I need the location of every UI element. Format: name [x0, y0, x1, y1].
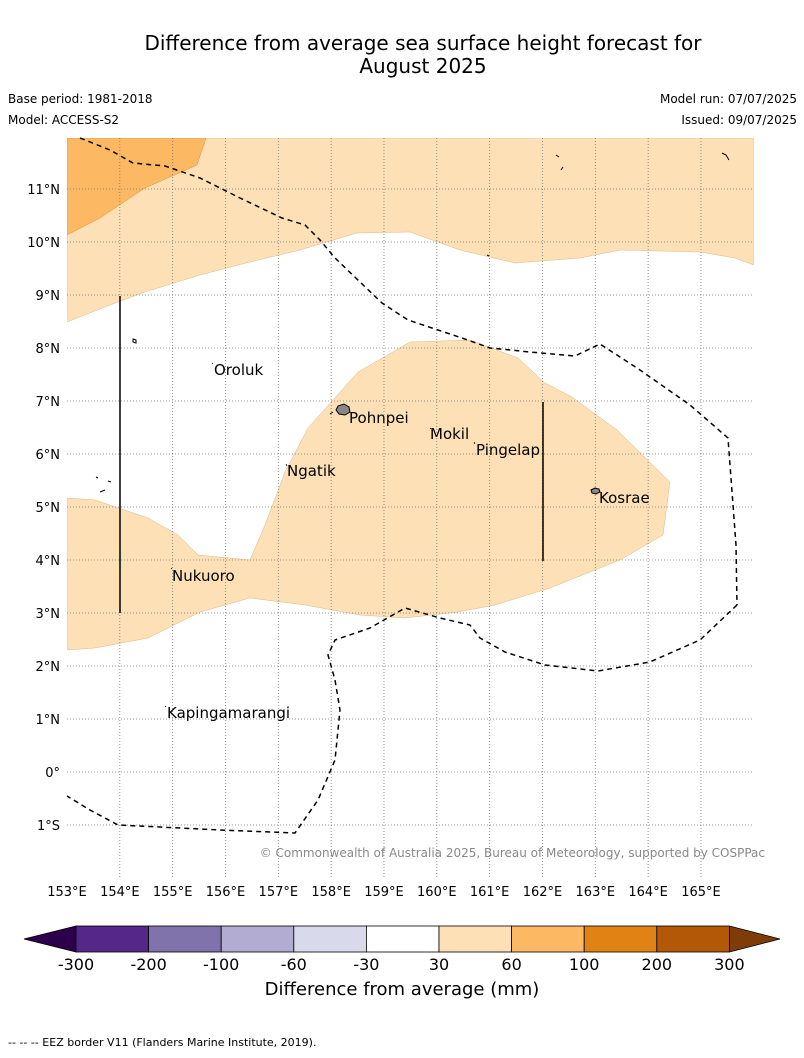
lon-tick-label: 153°E [47, 885, 87, 900]
colorbar-segment [75, 925, 149, 953]
lat-tick-label: 1°S [37, 819, 60, 834]
colorbar-tick-label: -100 [203, 955, 239, 974]
model-name: Model: ACCESS-S2 [8, 113, 120, 127]
title-line-2: August 2025 [359, 54, 487, 78]
lat-tick-label: 5°N [36, 501, 61, 516]
land-islet [555, 154, 564, 171]
lon-tick-label: 158°E [311, 885, 351, 900]
kosrae-island [590, 487, 601, 495]
issued-date: Issued: 09/07/2025 [681, 113, 797, 127]
title-line-1: Difference from average sea surface heig… [144, 31, 702, 55]
colorbar-tick-label: -200 [130, 955, 166, 974]
lat-tick-label: 1°N [36, 713, 61, 728]
islet [329, 254, 490, 415]
lat-tick-label: 3°N [36, 607, 61, 622]
colorbar-tick-label: 200 [642, 955, 673, 974]
colorbar-tick-label: 100 [569, 955, 600, 974]
place-label-oroluk: Oroluk [214, 361, 263, 379]
base-period: Base period: 1981-2018 [8, 92, 153, 106]
lon-tick-label: 165°E [681, 885, 721, 900]
lat-tick-label: 9°N [36, 289, 61, 304]
lon-tick-label: 162°E [523, 885, 563, 900]
colorbar-tick-label: -30 [353, 955, 379, 974]
map-area [67, 138, 754, 651]
lat-tick-label: 6°N [36, 448, 61, 463]
eez-borders [66, 137, 738, 834]
place-label-nukuoro: Nukuoro [172, 567, 235, 585]
place-label-mokil: Mokil [430, 425, 469, 443]
place-label-kapingamarangi: Kapingamarangi [167, 704, 290, 722]
colorbar-segment [293, 925, 367, 953]
colorbar-tick-label: -60 [281, 955, 307, 974]
colorbar-extend-low [23, 925, 77, 953]
lon-tick-label: 154°E [100, 885, 140, 900]
colorbar-tick-label: 30 [429, 955, 449, 974]
colorbar-segment [365, 925, 440, 953]
gridlines [67, 138, 754, 878]
place-label-pohnpei: Pohnpei [349, 409, 409, 427]
lon-tick-label: 161°E [470, 885, 510, 900]
colorbar-segment [511, 925, 585, 953]
colorbar-segment [148, 925, 222, 953]
longitude-labels: 153°E 154°E 155°E 156°E 157°E 158°E 159°E 160°E… [47, 885, 720, 900]
islands [95, 254, 601, 708]
land-islet [721, 152, 730, 161]
lon-tick-label: 155°E [153, 885, 193, 900]
lat-tick-label: 10°N [27, 236, 60, 251]
anomaly-region-northwest [67, 138, 207, 236]
lon-tick-label: 156°E [206, 885, 246, 900]
islet [132, 338, 137, 344]
latitude-labels: 11°N 10°N 9°N 8°N 7°N 6°N 5°N 4°N 3°N 2°N 1°N 0° 1°S [27, 183, 60, 834]
lat-tick-label: 11°N [27, 183, 60, 198]
place-label-ngatik: Ngatik [287, 462, 336, 480]
colorbar-ticks: -300 -200 -100 -60 -30 30 60 100 200 300 [58, 955, 745, 974]
lat-tick-label: 4°N [36, 554, 61, 569]
lat-tick-label: 2°N [36, 660, 61, 675]
colorbar-tick-label: -300 [58, 955, 94, 974]
eez-border-north [79, 137, 738, 606]
lon-tick-label: 160°E [417, 885, 457, 900]
model-run: Model run: 07/07/2025 [659, 92, 797, 106]
colorbar [23, 925, 781, 953]
colorbar-segment [656, 925, 730, 953]
place-label-pingelap: Pingelap [476, 441, 540, 459]
anomaly-region-central [67, 339, 671, 651]
islet [95, 476, 112, 493]
colorbar-segment [220, 925, 295, 953]
lat-tick-label: 0° [45, 766, 60, 781]
colorbar-segment [583, 925, 658, 953]
lat-tick-label: 7°N [36, 395, 61, 410]
colorbar-extend-high [729, 925, 781, 953]
lon-tick-label: 163°E [576, 885, 616, 900]
eez-border-south [66, 604, 738, 834]
map-svg: Oroluk Pohnpei Mokil Pingelap Ngatik Kos… [23, 137, 781, 1000]
islet [164, 362, 476, 708]
lon-tick-label: 164°E [628, 885, 668, 900]
eez-footnote: -- -- -- EEZ border V11 (Flanders Marine… [8, 1036, 317, 1049]
chart-title: Difference from average sea surface heig… [0, 32, 804, 78]
place-label-kosrae: Kosrae [599, 489, 650, 507]
copyright-notice: © Commonwealth of Australia 2025, Bureau… [260, 846, 765, 860]
pohnpei-island [335, 403, 351, 416]
colorbar-tick-label: 300 [714, 955, 745, 974]
colorbar-label: Difference from average (mm) [265, 979, 540, 1000]
anomaly-region-north [67, 138, 754, 323]
colorbar-segment [438, 925, 512, 953]
colorbar-tick-label: 60 [501, 955, 521, 974]
lon-tick-label: 157°E [259, 885, 299, 900]
lat-tick-label: 8°N [36, 342, 61, 357]
lon-tick-label: 159°E [364, 885, 404, 900]
